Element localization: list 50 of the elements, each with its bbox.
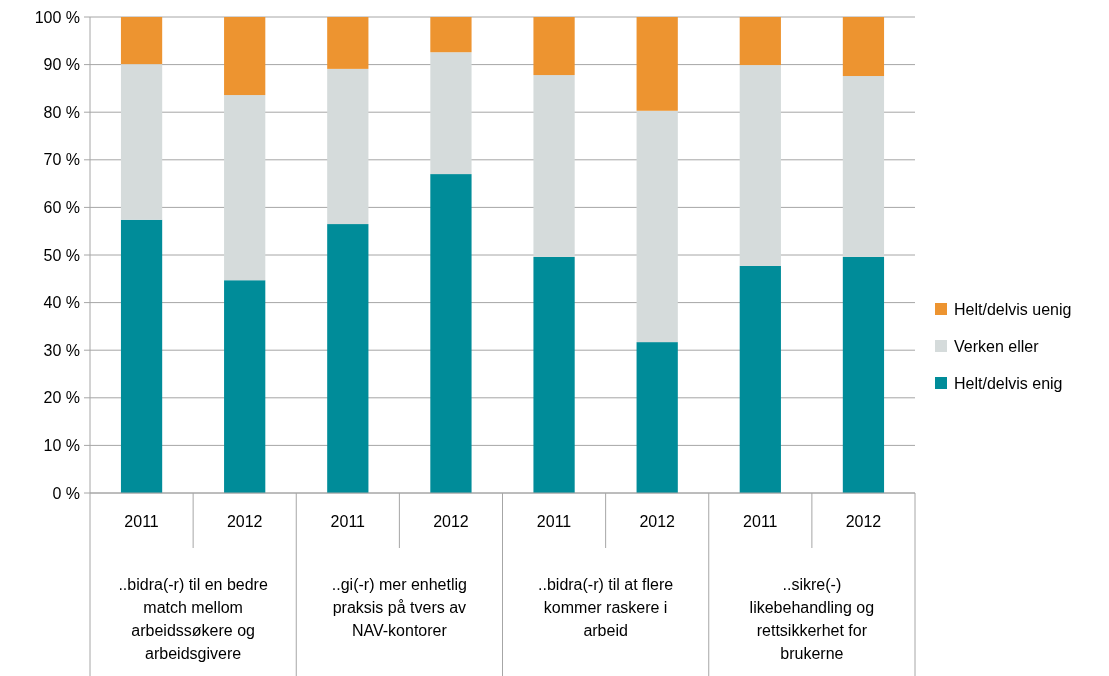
- text: ..gi(-r) mer enhetlig praksis på tvers av NAV-kontorer: [331, 576, 467, 639]
- x-tick-label: 2011: [330, 513, 366, 530]
- y-tick-label: 90 %: [43, 56, 80, 74]
- bar: [739, 17, 781, 66]
- legend-label: Helt/delvis uenig: [954, 300, 1072, 318]
- legend-label: Helt/delvis enig: [954, 374, 1063, 392]
- text: ..bidra(-r) til en bedre match mellom arbeidssøkere og arbeidsgivere: [118, 576, 268, 662]
- bar: [120, 64, 163, 220]
- x-tick-label: 2011: [743, 513, 778, 530]
- x-tick-label: 2012: [845, 513, 882, 530]
- bar: [739, 65, 781, 266]
- x-tick-label: 2012: [639, 513, 676, 530]
- bar: [842, 76, 885, 257]
- y-tick-label: 100 %: [34, 8, 80, 26]
- y-tick-label: 50 %: [43, 246, 80, 264]
- legend-label: Verken eller: [954, 337, 1040, 355]
- bar: [120, 17, 163, 65]
- y-tick-label: 60 %: [43, 199, 80, 216]
- text: ..bidra(-r) til at flere kommer raskere i arbeid: [538, 576, 674, 639]
- bar: [327, 68, 369, 225]
- x-tick-label: 2011: [536, 513, 572, 530]
- bar: [533, 75, 575, 257]
- bar: [224, 17, 266, 96]
- y-tick-label: 80 %: [43, 103, 80, 121]
- bar: [842, 256, 885, 493]
- y-tick-label: 40 %: [43, 294, 80, 312]
- y-tick-label: 30 %: [43, 341, 80, 359]
- x-tick-label: 2012: [226, 513, 263, 530]
- bar: [224, 280, 266, 493]
- bar: [224, 95, 266, 281]
- bar: [120, 219, 163, 493]
- y-tick-label: 10 %: [43, 437, 80, 454]
- x-tick-label: 2011: [124, 513, 159, 530]
- bar: [430, 52, 472, 175]
- y-tick-label: 70 %: [43, 151, 80, 169]
- bar: [430, 174, 472, 493]
- bar: [430, 17, 472, 53]
- bar: [636, 110, 678, 343]
- bar: [636, 17, 678, 111]
- bar: [533, 256, 575, 493]
- text: ..sikre(-) likebehandling og rettsikkerhet for brukerne: [749, 576, 875, 662]
- y-tick-label: 0 %: [52, 484, 80, 502]
- bar: [327, 17, 369, 69]
- bar: [533, 17, 575, 76]
- bar: [842, 17, 885, 77]
- bar: [636, 342, 678, 493]
- bar: [327, 224, 369, 493]
- y-tick-label: 20 %: [43, 389, 80, 407]
- x-tick-label: 2012: [433, 513, 469, 530]
- bar: [739, 265, 781, 493]
